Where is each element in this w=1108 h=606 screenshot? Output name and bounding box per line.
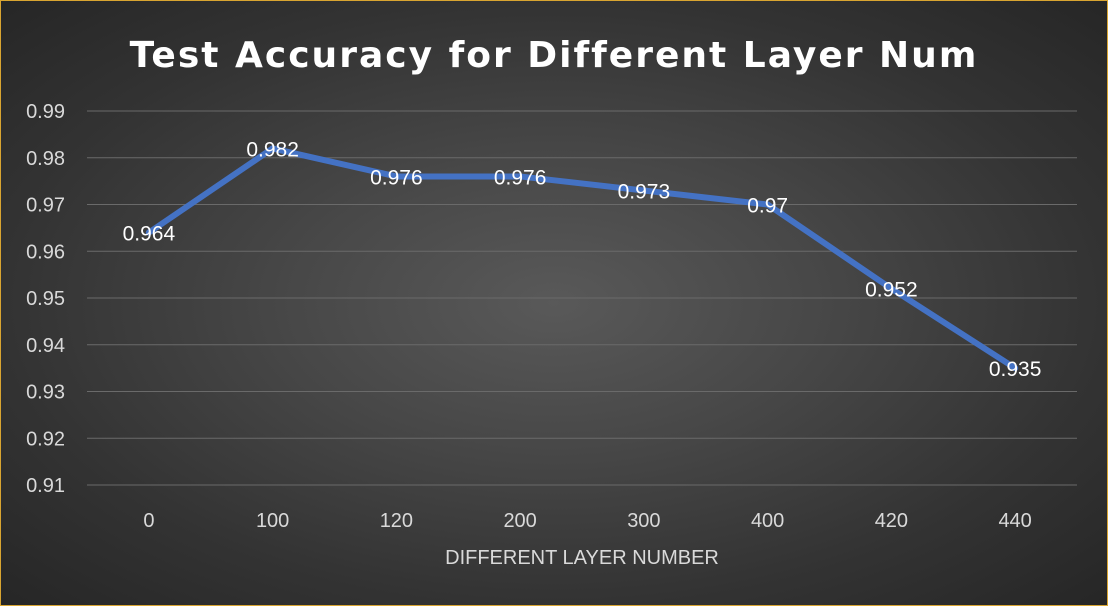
x-tick-label: 400 — [751, 510, 784, 532]
chart-title: Test Accuracy for Different Layer Num — [130, 35, 979, 76]
x-tick-label: 120 — [380, 510, 413, 532]
data-point — [393, 173, 400, 180]
data-point — [145, 229, 152, 236]
data-point — [269, 145, 276, 152]
data-label: 0.976 — [494, 166, 547, 189]
x-tick-label: 420 — [875, 510, 908, 532]
data-point — [640, 187, 647, 194]
data-label: 0.973 — [618, 180, 671, 203]
data-label: 0.97 — [747, 195, 788, 218]
data-label: 0.982 — [246, 138, 299, 161]
y-tick-label: 0.91 — [26, 475, 65, 497]
series-layer — [145, 145, 1019, 372]
x-tick-label: 200 — [503, 510, 536, 532]
data-point — [764, 201, 771, 208]
grid-layer — [87, 110, 1077, 486]
y-tick-label: 0.92 — [26, 428, 65, 450]
data-point — [517, 173, 524, 180]
y-axis-ticks: 0.99 0.98 0.97 0.96 0.95 0.94 0.93 0.92 0.91 — [26, 101, 65, 497]
y-tick-label: 0.93 — [26, 382, 65, 404]
x-axis-title: DIFFERENT LAYER NUMBER — [445, 547, 719, 569]
y-tick-label: 0.95 — [26, 288, 65, 310]
y-tick-label: 0.96 — [26, 241, 65, 263]
y-tick-label: 0.94 — [26, 335, 65, 357]
data-label: 0.952 — [865, 279, 918, 302]
y-tick-label: 0.98 — [26, 148, 65, 170]
x-tick-label: 300 — [627, 510, 660, 532]
x-tick-label: 0 — [143, 510, 154, 532]
x-tick-label: 100 — [256, 510, 289, 532]
data-point — [1012, 365, 1019, 372]
data-label: 0.935 — [989, 358, 1042, 381]
x-tick-label: 440 — [998, 510, 1031, 532]
data-label: 0.964 — [123, 223, 176, 246]
data-label-layer: 0.964 0.982 0.976 0.976 0.973 0.97 0.952 0.935 — [123, 138, 1042, 381]
data-label: 0.976 — [370, 166, 423, 189]
y-tick-label: 0.99 — [26, 101, 65, 123]
x-axis-ticks: 0 100 120 200 300 400 420 440 — [143, 510, 1032, 532]
series-line — [145, 145, 1019, 372]
y-tick-label: 0.97 — [26, 195, 65, 217]
data-point — [888, 285, 895, 292]
